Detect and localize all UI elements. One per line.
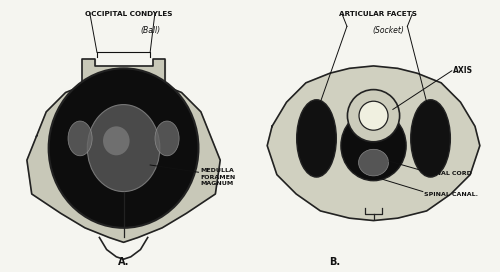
Ellipse shape <box>68 121 92 156</box>
Text: B.: B. <box>330 257 340 267</box>
Ellipse shape <box>88 105 160 191</box>
Text: AXIS: AXIS <box>454 66 473 75</box>
Ellipse shape <box>296 100 337 177</box>
Ellipse shape <box>341 111 406 181</box>
Text: SPINAL CANAL.: SPINAL CANAL. <box>424 193 478 197</box>
Circle shape <box>359 101 388 130</box>
Polygon shape <box>27 83 220 242</box>
Text: ARTICULAR FACETS: ARTICULAR FACETS <box>340 11 417 17</box>
Ellipse shape <box>103 126 130 155</box>
Text: (Ball): (Ball) <box>140 26 160 35</box>
Ellipse shape <box>358 149 388 176</box>
Text: A.: A. <box>118 257 129 267</box>
Circle shape <box>348 89 400 142</box>
Text: (Socket): (Socket) <box>372 26 404 35</box>
Polygon shape <box>267 66 480 221</box>
Polygon shape <box>82 59 164 85</box>
Ellipse shape <box>48 68 199 228</box>
Text: OCCIPITAL CONDYLES: OCCIPITAL CONDYLES <box>84 11 172 17</box>
Text: SPINAL CORD: SPINAL CORD <box>424 171 472 176</box>
Text: MEDULLA
FORAMEN
MAGNUM: MEDULLA FORAMEN MAGNUM <box>201 168 236 186</box>
Ellipse shape <box>155 121 179 156</box>
Ellipse shape <box>410 100 451 177</box>
